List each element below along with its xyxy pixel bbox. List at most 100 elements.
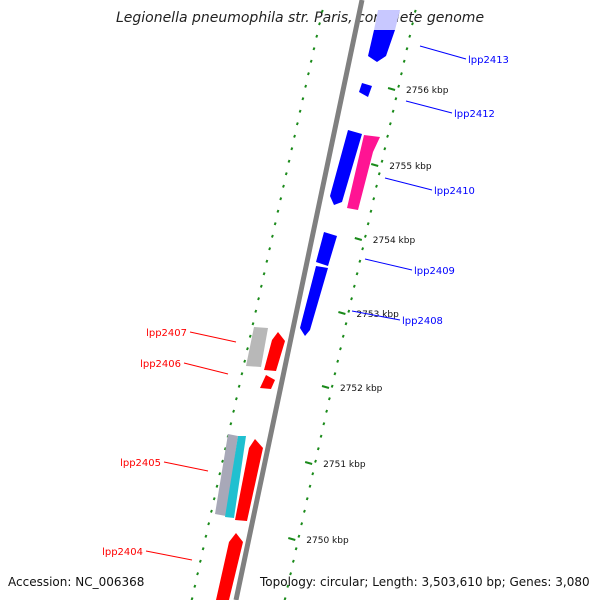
rail-dash <box>268 247 272 251</box>
rail-dash <box>402 59 406 63</box>
rail-dash <box>358 259 362 263</box>
gene-block-lpp2413-light[interactable] <box>374 10 400 30</box>
rail-dash <box>243 359 247 363</box>
tick-label: 2752 kbp <box>340 384 383 394</box>
gene-block-lpp2413[interactable] <box>368 30 395 62</box>
rail-dash <box>366 222 370 226</box>
rail-dash <box>304 84 308 88</box>
accession-label: Accession: NC_006368 <box>8 575 145 589</box>
rail-dash <box>196 572 200 576</box>
gene-label-lpp2408[interactable]: lpp2408 <box>402 316 443 327</box>
gene-block-lpp2404[interactable] <box>216 533 243 600</box>
gene-label-lpp2413[interactable]: lpp2413 <box>468 55 509 66</box>
rail-dash <box>408 34 412 38</box>
gene-block-lpp2408[interactable] <box>300 266 328 336</box>
rail-dash <box>223 447 227 451</box>
gene-label-lpp2410[interactable]: lpp2410 <box>434 186 475 197</box>
rail-dash <box>201 547 205 551</box>
gene-block-lpp2405[interactable] <box>235 439 263 521</box>
rail-dash <box>248 334 252 338</box>
rail-dash <box>287 159 291 163</box>
rail-dash <box>215 484 219 488</box>
rail-dash <box>336 359 340 363</box>
rail-dash <box>290 147 294 151</box>
rail-dash <box>388 122 392 126</box>
tick-label: 2754 kbp <box>373 236 416 246</box>
gene-block-lpp2407[interactable] <box>264 332 285 371</box>
gene-block-lpp2412[interactable] <box>359 83 372 97</box>
rail-dash <box>234 397 238 401</box>
rail-dash <box>221 459 224 463</box>
rail-dash <box>305 497 309 501</box>
tick-label: 2755 kbp <box>389 162 432 172</box>
rail-dash <box>315 34 319 38</box>
rail-dash <box>347 309 351 313</box>
rail-dash <box>207 522 211 526</box>
tick-mark <box>354 237 363 241</box>
rail-dash <box>352 284 356 288</box>
gene-label-lpp2406[interactable]: lpp2406 <box>140 359 181 370</box>
rail-dash <box>322 422 326 426</box>
rail-dash <box>411 22 414 26</box>
rail-dash <box>246 347 249 351</box>
gene-label-lpp2404[interactable]: lpp2404 <box>102 547 143 558</box>
rail-dash <box>325 409 329 413</box>
rail-dash <box>204 534 208 538</box>
gene-block-lpp2406[interactable] <box>260 375 275 389</box>
rail-dash <box>284 172 288 176</box>
rail-dash <box>257 297 260 301</box>
tick-mark <box>321 385 330 389</box>
rail-dash <box>259 284 263 288</box>
rail-dash <box>210 509 213 513</box>
rail-dash <box>320 9 324 13</box>
outer-tick-rail <box>283 9 417 600</box>
gene-leader-line <box>189 331 237 343</box>
gene-label-lpp2407[interactable]: lpp2407 <box>146 328 187 339</box>
gene-label-lpp2409[interactable]: lpp2409 <box>414 266 455 277</box>
rail-dash <box>341 334 345 338</box>
gene-block-lpp2405-grey[interactable] <box>215 434 238 516</box>
gene-label-lpp2412[interactable]: lpp2412 <box>454 109 495 120</box>
tick-label: 2751 kbp <box>323 460 366 470</box>
rail-dash <box>294 547 298 551</box>
tick-mark <box>387 87 396 91</box>
rail-dash <box>308 484 312 488</box>
genome-backbone <box>233 0 365 600</box>
gene-block-lpp2407-grey[interactable] <box>246 327 268 367</box>
gene-block-lpp2409[interactable] <box>316 232 337 266</box>
gene-leader-line <box>145 550 193 561</box>
rail-dash <box>350 297 353 301</box>
rail-dash <box>300 522 304 526</box>
rail-dash <box>273 222 277 226</box>
gene-block-lpp2405-cyan[interactable] <box>225 436 246 518</box>
rail-dash <box>375 184 378 188</box>
inner-tick-rail <box>190 9 324 600</box>
rail-dash <box>391 109 395 113</box>
rail-dash <box>372 197 376 201</box>
rail-dash <box>212 497 216 501</box>
rail-dash <box>262 272 266 276</box>
tick-mark <box>370 163 379 167</box>
rail-dash <box>295 122 299 126</box>
tick-label: 2750 kbp <box>306 536 349 546</box>
rail-dash <box>397 84 401 88</box>
tick-label: 2756 kbp <box>406 86 449 96</box>
gene-label-lpp2405[interactable]: lpp2405 <box>120 458 161 469</box>
rail-dash <box>286 584 290 588</box>
rail-dash <box>380 159 384 163</box>
gene-leader-line <box>405 100 453 114</box>
rail-dash <box>383 147 387 151</box>
rail-dash <box>327 397 331 401</box>
gene-block-lpp2410-blue[interactable] <box>330 130 362 205</box>
rail-dash <box>251 322 255 326</box>
rail-dash <box>254 309 258 313</box>
gene-leader-line <box>364 258 413 271</box>
rail-dash <box>394 97 398 101</box>
rail-dash <box>240 372 244 376</box>
rail-dash <box>386 134 390 138</box>
rail-dash <box>344 322 348 326</box>
gene-block-lpp2410-pink[interactable] <box>347 135 380 210</box>
tick-mark <box>304 461 313 465</box>
genome-summary: Topology: circular; Length: 3,503,610 bp… <box>260 575 590 589</box>
